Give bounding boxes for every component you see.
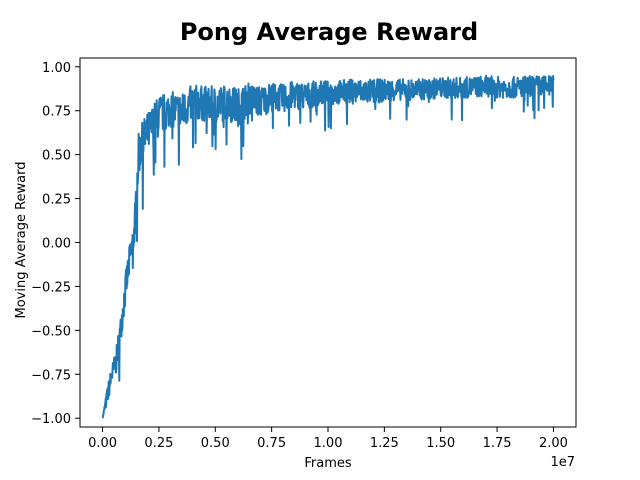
series-line — [101, 74, 555, 419]
x-tick-label: 2.00 — [539, 436, 568, 451]
x-tick-label: 1.75 — [483, 436, 512, 451]
y-tick-label: 0.75 — [42, 105, 71, 120]
y-tick-label: −0.75 — [31, 368, 71, 383]
x-tick-label: 0.00 — [88, 436, 117, 451]
y-axis: −1.00 −0.75 −0.50 −0.25 0.00 0.25 0.50 0.75 1.00 — [31, 61, 80, 427]
x-tick-label: 1.50 — [426, 436, 455, 451]
y-tick-label: 0.50 — [42, 149, 71, 164]
y-tick-label: −0.50 — [31, 324, 71, 339]
chart-title: Pong Average Reward — [180, 18, 478, 46]
y-tick-label: −0.25 — [31, 280, 71, 295]
x-axis-offset-text: 1e7 — [550, 455, 575, 470]
y-tick-label: 0.00 — [42, 237, 71, 252]
y-axis-label: Moving Average Reward — [14, 161, 29, 318]
y-tick-label: 1.00 — [42, 61, 71, 76]
y-tick-label: −1.00 — [31, 412, 71, 427]
x-axis: 0.00 0.25 0.50 0.75 1.00 1.25 1.50 1.75 2.00 — [88, 427, 568, 451]
x-tick-label: 0.25 — [144, 436, 173, 451]
x-tick-label: 0.75 — [257, 436, 286, 451]
x-axis-label: Frames — [304, 456, 352, 471]
x-tick-label: 1.25 — [370, 436, 399, 451]
y-tick-label: 0.25 — [42, 193, 71, 208]
x-tick-label: 1.00 — [314, 436, 343, 451]
x-tick-label: 0.50 — [201, 436, 230, 451]
